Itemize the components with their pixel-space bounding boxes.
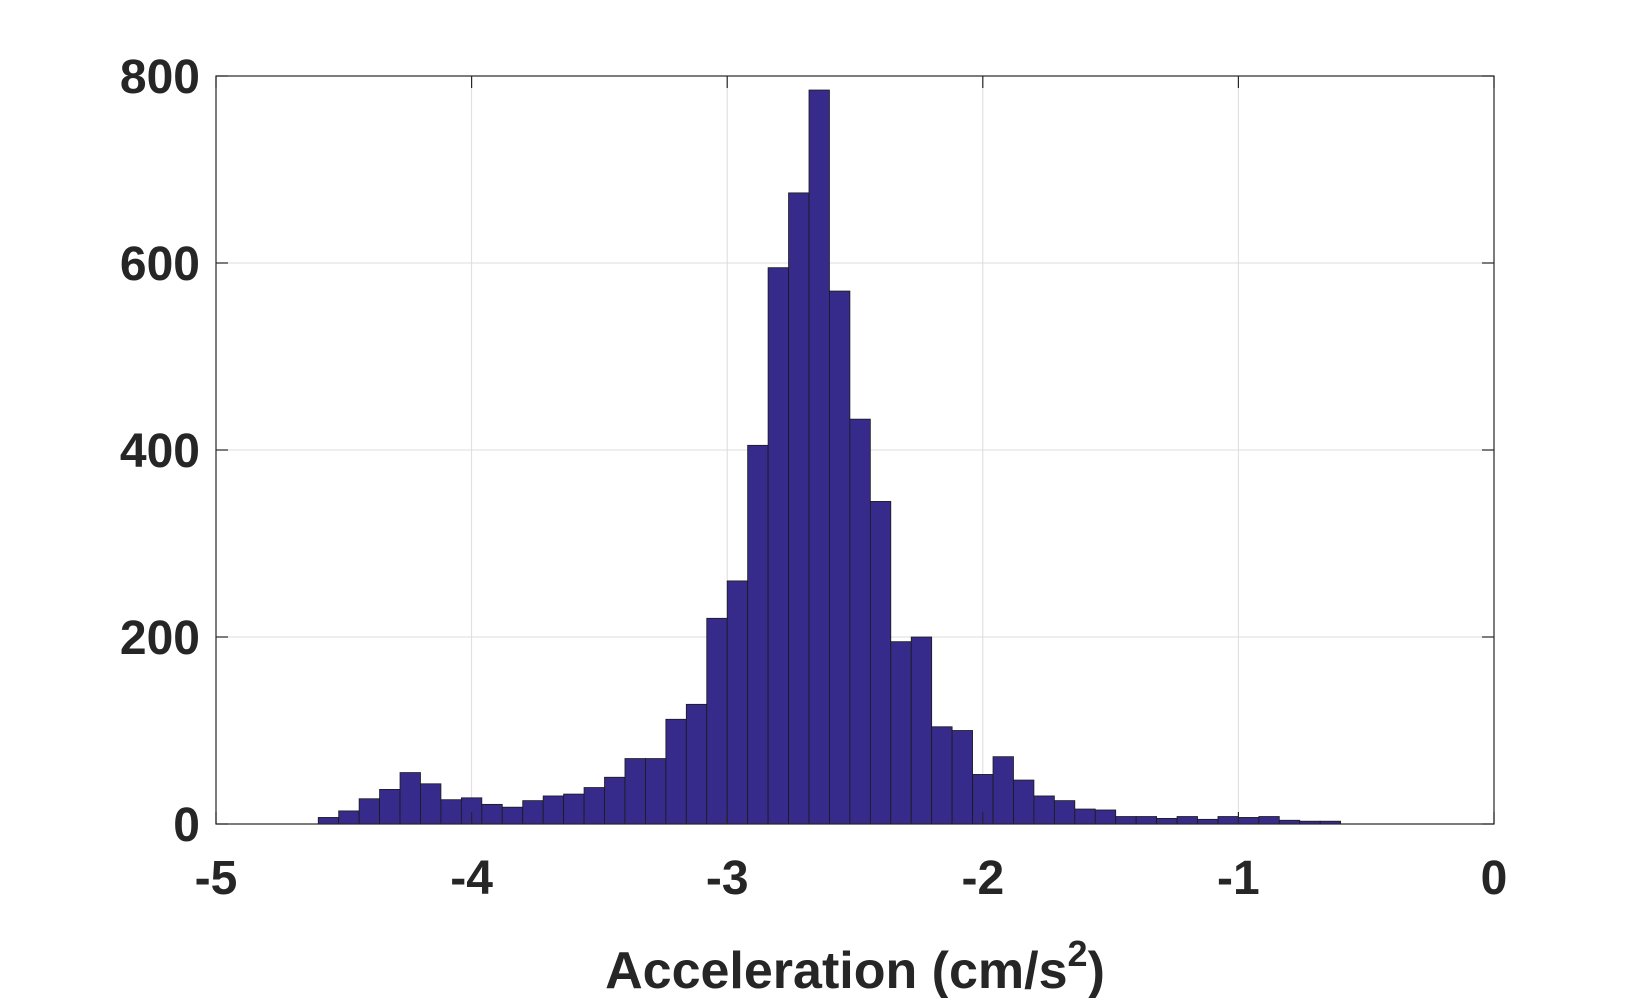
histogram-bar [379,789,401,825]
histogram-bar [1033,795,1055,825]
histogram-bar [645,758,667,825]
histogram-bar [624,758,646,825]
x-tick-label: -1 [1217,852,1260,905]
histogram-bar [399,772,421,825]
histogram-bar [992,756,1014,825]
histogram-bar [522,800,544,825]
histogram-bar [1013,779,1035,825]
histogram-bar [788,192,810,825]
histogram-bar [1258,816,1280,825]
histogram-bar [849,418,871,825]
histogram-bar [665,718,687,825]
histogram-bar [1115,816,1137,825]
x-tick-label: 0 [1481,852,1508,905]
histogram-bar [501,806,524,825]
histogram-bar [317,817,340,825]
histogram-bar [1197,818,1219,825]
histogram-bar [1176,816,1198,825]
histogram-bar [583,787,605,825]
y-tick-label: 0 [173,799,200,852]
x-tick-labels: -5 -4 -3 -2 -1 0 [195,852,1508,905]
histogram-bar [440,799,462,825]
histogram-bar [338,810,360,825]
histogram-bar [1053,800,1076,825]
histogram-bar [1217,816,1239,825]
y-tick-labels: 0 200 400 600 800 [120,51,200,852]
x-tick-label: -4 [450,852,493,905]
histogram-bar [604,776,626,825]
x-axis-label-superscript: 2 [1068,933,1088,974]
x-tick-label: -2 [961,852,1004,905]
histogram-bar [890,641,912,825]
x-tick-label: -5 [195,852,238,905]
histogram-bar [747,444,769,825]
histogram-bar [706,617,728,825]
histogram-bar [358,798,380,825]
histogram-bar [563,793,585,825]
histogram-bar [420,783,442,825]
histogram-bar [1074,808,1096,825]
y-tick-label: 600 [120,238,200,291]
y-tick-label: 400 [120,425,200,478]
y-tick-label: 200 [120,612,200,665]
histogram-bar [1156,817,1178,825]
x-axis-label: Acceleration (cm/s2) [605,933,1105,998]
histogram-bar [1135,816,1158,825]
x-axis-label-close: ) [1088,942,1105,998]
histogram-bar [767,267,789,825]
histogram-bar [951,730,973,825]
histogram-bar [869,501,892,825]
histogram-bar [1094,809,1117,825]
histogram-bar [481,803,503,825]
histogram-bar [808,89,830,825]
x-tick-label: -3 [706,852,749,905]
histogram-bar [1238,817,1260,825]
histogram-bar [829,290,851,825]
histogram-bar [542,795,565,825]
histogram-bar [685,703,708,825]
histogram-bar [726,580,749,825]
histogram-bar [931,726,953,825]
y-tick-label: 800 [120,51,200,104]
histogram-bar [910,636,933,825]
axis-ticks [215,75,1495,825]
